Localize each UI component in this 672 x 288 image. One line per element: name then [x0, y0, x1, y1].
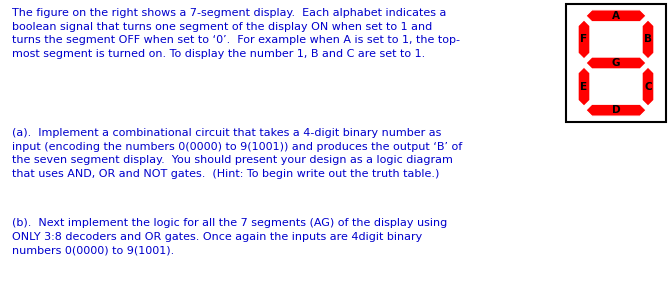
Text: A: A	[612, 11, 620, 21]
Polygon shape	[586, 57, 646, 69]
Text: D: D	[612, 105, 620, 115]
Polygon shape	[642, 20, 654, 59]
Text: (b).  Next implement the logic for all the 7 segments (AG) of the display using
: (b). Next implement the logic for all th…	[12, 218, 448, 255]
Bar	[566, 4, 666, 122]
Polygon shape	[642, 67, 654, 106]
Polygon shape	[586, 104, 646, 116]
Text: (a).  Implement a combinational circuit that takes a 4-digit binary number as
in: (a). Implement a combinational circuit t…	[12, 128, 462, 179]
Text: B: B	[644, 34, 652, 44]
Polygon shape	[586, 10, 646, 22]
Polygon shape	[578, 67, 590, 106]
Text: F: F	[581, 34, 587, 44]
Text: The figure on the right shows a 7-segment display.  Each alphabet indicates a
bo: The figure on the right shows a 7-segmen…	[12, 8, 460, 59]
Text: E: E	[581, 82, 587, 92]
Text: C: C	[644, 82, 652, 92]
Text: G: G	[612, 58, 620, 68]
Polygon shape	[578, 20, 590, 59]
